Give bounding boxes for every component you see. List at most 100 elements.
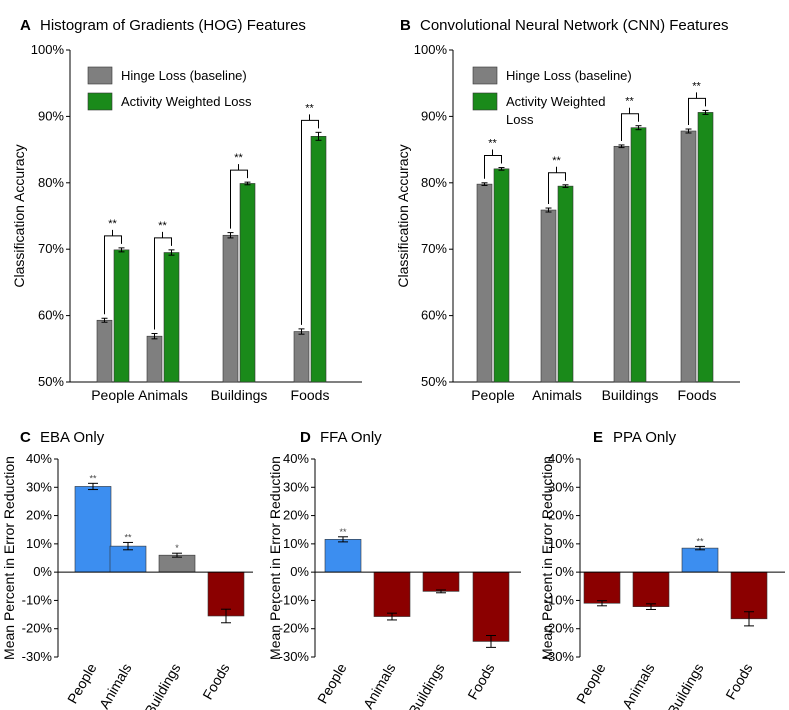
significance-marker: ** xyxy=(124,532,132,542)
y-axis-label: Classification Accuracy xyxy=(395,144,411,287)
category-label-foods: Foods xyxy=(199,661,232,703)
y-axis-label: Classification Accuracy xyxy=(11,144,27,287)
significance-marker: * xyxy=(175,543,179,553)
legend-label-activity: Activity Weighted Loss xyxy=(121,94,252,109)
category-label-people: People xyxy=(64,660,100,706)
panel-b: B Convolutional Neural Network (CNN) Feat… xyxy=(395,17,740,403)
bar-people xyxy=(324,539,362,573)
bar-people xyxy=(74,486,112,573)
significance-marker: ** xyxy=(696,536,704,546)
significance-marker: ** xyxy=(89,473,97,483)
category-label-foods: Foods xyxy=(678,387,717,403)
y-tick-label: 60% xyxy=(421,308,447,323)
baseline-bar-animals xyxy=(146,335,163,383)
category-label-people: People xyxy=(91,387,135,403)
panel-d: D FFA Only -30% -20% -10% 0% 10% 20% 30% 40%Mean … xyxy=(267,429,521,710)
significance-marker: ** xyxy=(339,527,347,537)
y-tick-label: 100% xyxy=(31,42,65,57)
activity-bar-foods xyxy=(697,112,714,383)
y-tick-label: 40% xyxy=(283,451,309,466)
y-tick-label: 30% xyxy=(283,479,309,494)
y-tick-label: 100% xyxy=(414,42,448,57)
significance-marker: ** xyxy=(625,96,634,108)
panel-title-c: EBA Only xyxy=(40,429,105,446)
legend-label-baseline: Hinge Loss (baseline) xyxy=(121,68,247,83)
bar-animals xyxy=(373,571,411,617)
category-label-animals: Animals xyxy=(96,661,135,710)
significance-marker: ** xyxy=(552,155,561,167)
y-tick-label: -30% xyxy=(544,649,575,664)
panel-title-a: Histogram of Gradients (HOG) Features xyxy=(40,17,306,34)
significance-marker: ** xyxy=(108,218,117,230)
y-tick-label: 10% xyxy=(26,536,52,551)
category-label-buildings: Buildings xyxy=(211,387,268,403)
y-tick-label: 70% xyxy=(421,241,447,256)
bar-people xyxy=(583,571,621,604)
legend-swatch-activity xyxy=(472,92,498,111)
panel-letter-e: E xyxy=(593,429,603,446)
category-label-people: People xyxy=(314,660,350,706)
category-label-animals: Animals xyxy=(619,661,658,710)
panel-e: E PPA Only -30% -20% -10% 0% 10% 20% 30% 40%Mean … xyxy=(539,429,785,710)
activity-bar-people xyxy=(113,249,130,383)
y-tick-label: 30% xyxy=(548,479,574,494)
legend-swatch-baseline xyxy=(472,66,498,85)
panel-title-e: PPA Only xyxy=(613,429,677,446)
category-label-buildings: Buildings xyxy=(141,661,183,710)
y-tick-label: -20% xyxy=(279,621,310,636)
y-tick-label: 10% xyxy=(548,536,574,551)
category-label-animals: Animals xyxy=(138,387,188,403)
y-tick-label: 0% xyxy=(555,564,574,579)
baseline-bar-foods xyxy=(680,130,697,383)
activity-bar-buildings xyxy=(630,127,647,383)
y-tick-label: 30% xyxy=(26,479,52,494)
y-tick-label: 90% xyxy=(38,108,64,123)
y-tick-label: -10% xyxy=(544,592,575,607)
activity-bar-foods xyxy=(310,136,327,383)
y-axis-label: Mean Percent in Error Reduction xyxy=(539,456,555,660)
panel-letter-b: B xyxy=(400,17,411,34)
bar-buildings xyxy=(681,547,719,573)
significance-marker: ** xyxy=(234,152,243,164)
baseline-bar-foods xyxy=(293,331,310,383)
legend-label-baseline: Hinge Loss (baseline) xyxy=(506,68,632,83)
category-label-animals: Animals xyxy=(360,661,399,710)
legend-swatch-activity xyxy=(87,92,113,111)
y-tick-label: 50% xyxy=(38,374,64,389)
y-tick-label: 80% xyxy=(421,175,447,190)
y-tick-label: 10% xyxy=(283,536,309,551)
y-tick-label: 40% xyxy=(548,451,574,466)
bar-buildings xyxy=(422,571,460,592)
activity-bar-animals xyxy=(557,185,574,383)
category-label-buildings: Buildings xyxy=(405,661,447,710)
bar-buildings xyxy=(158,554,196,573)
y-tick-label: 70% xyxy=(38,241,64,256)
bar-foods xyxy=(207,571,245,617)
y-axis-label: Mean Percent in Error Reduction xyxy=(267,456,283,660)
category-label-foods: Foods xyxy=(464,661,497,703)
baseline-bar-buildings xyxy=(613,145,630,383)
y-tick-label: 0% xyxy=(33,564,52,579)
y-tick-label: 20% xyxy=(283,508,309,523)
category-label-animals: Animals xyxy=(532,387,582,403)
category-label-buildings: Buildings xyxy=(664,661,706,710)
y-tick-label: 0% xyxy=(290,564,309,579)
panel-letter-c: C xyxy=(20,429,31,446)
y-tick-label: -30% xyxy=(22,649,53,664)
baseline-bar-buildings xyxy=(222,234,239,383)
y-tick-label: -30% xyxy=(279,649,310,664)
panel-title-b: Convolutional Neural Network (CNN) Featu… xyxy=(420,17,728,34)
bar-foods xyxy=(472,571,510,642)
panel-title-d: FFA Only xyxy=(320,429,382,446)
significance-marker: ** xyxy=(488,138,497,150)
y-tick-label: 80% xyxy=(38,175,64,190)
category-label-foods: Foods xyxy=(291,387,330,403)
y-tick-label: -10% xyxy=(22,592,53,607)
y-axis-label: Mean Percent in Error Reduction xyxy=(1,456,17,660)
activity-bar-people xyxy=(493,168,510,383)
panel-letter-d: D xyxy=(300,429,311,446)
y-tick-label: 90% xyxy=(421,108,447,123)
y-tick-label: 60% xyxy=(38,308,64,323)
legend-label-activity: Activity Weighted xyxy=(506,94,605,109)
